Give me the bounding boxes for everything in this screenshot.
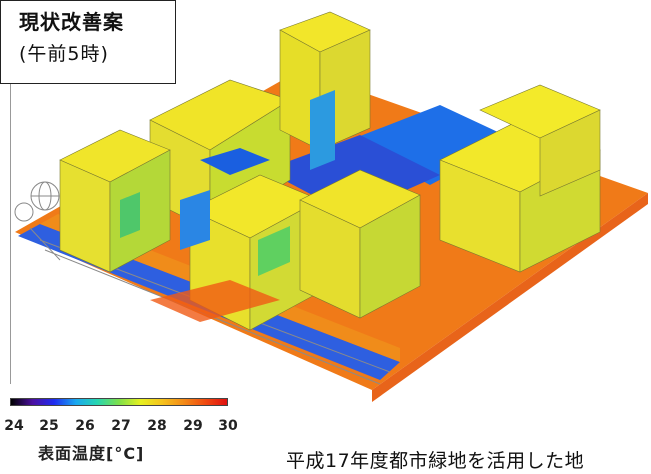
title-sub: (午前5時) <box>19 43 109 65</box>
legend-tick: 28 <box>147 418 167 434</box>
legend-tick: 27 <box>111 418 131 434</box>
legend-tick: 30 <box>218 418 238 434</box>
caption-text: 平成17年度都市緑地を活用した地 <box>286 450 585 472</box>
legend-label: 表面温度[°C] <box>38 444 145 463</box>
legend-color-bar <box>10 398 228 406</box>
legend-tick: 25 <box>39 418 59 434</box>
title-main: 現状改善案 <box>19 10 124 34</box>
legend-tick: 26 <box>75 418 95 434</box>
left-divider <box>10 84 11 384</box>
cool-plaza <box>350 105 515 185</box>
legend-tick: 29 <box>183 418 203 434</box>
legend-tick: 24 <box>4 418 24 434</box>
wireframe-globe-icon <box>14 181 60 222</box>
legend-ticks: 24 25 26 27 28 29 30 <box>4 418 238 438</box>
title-box: 現状改善案 (午前5時) <box>0 0 176 84</box>
